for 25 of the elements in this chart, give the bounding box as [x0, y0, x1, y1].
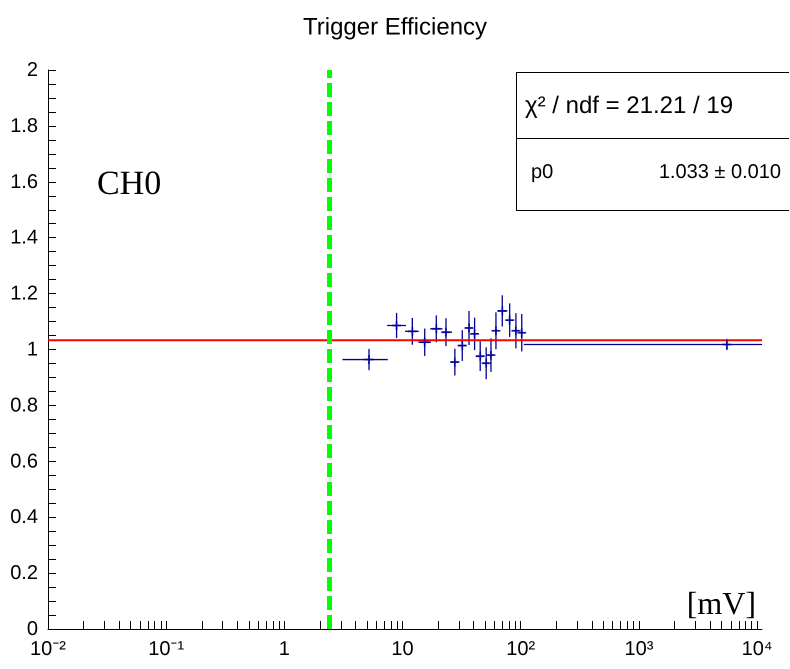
y-tick-label: 0 [26, 618, 38, 640]
y-tick-label: 2 [26, 59, 38, 81]
y-tick-label: 1.8 [10, 114, 38, 137]
y-tick-label: 0.4 [10, 506, 38, 528]
x-tick-label: 10⁴ [742, 638, 773, 660]
x-tick-label: 1 [278, 638, 290, 660]
y-tick-label: 0.2 [10, 562, 38, 584]
x-tick-label: 10 [391, 638, 414, 660]
x-axis-title: [mV] [686, 585, 756, 622]
x-tick-label: 10² [506, 638, 536, 660]
annotation: χ² / ndf = 21.21 / 19 [517, 73, 789, 139]
y-tick-label: 1.4 [10, 226, 38, 249]
annotation: CH0 [97, 165, 162, 203]
y-tick-label: 1.2 [10, 282, 38, 305]
x-tick-label: 10³ [624, 638, 654, 660]
y-tick-label: 0.8 [10, 394, 38, 416]
annotation: p0 [531, 161, 554, 184]
chart-title: Trigger Efficiency [302, 14, 488, 40]
y-tick-label: 1.6 [10, 170, 38, 193]
annotation: 1.033 ± 0.010 [658, 161, 781, 184]
x-tick-label: 10⁻² [30, 638, 66, 660]
stats-box: χ² / ndf = 21.21 / 19 p0 1.033 ± 0.010 [516, 72, 789, 211]
y-tick-label: 0.6 [10, 450, 38, 472]
y-tick-label: 1 [26, 338, 38, 360]
x-tick-label: 10⁻¹ [148, 638, 184, 660]
